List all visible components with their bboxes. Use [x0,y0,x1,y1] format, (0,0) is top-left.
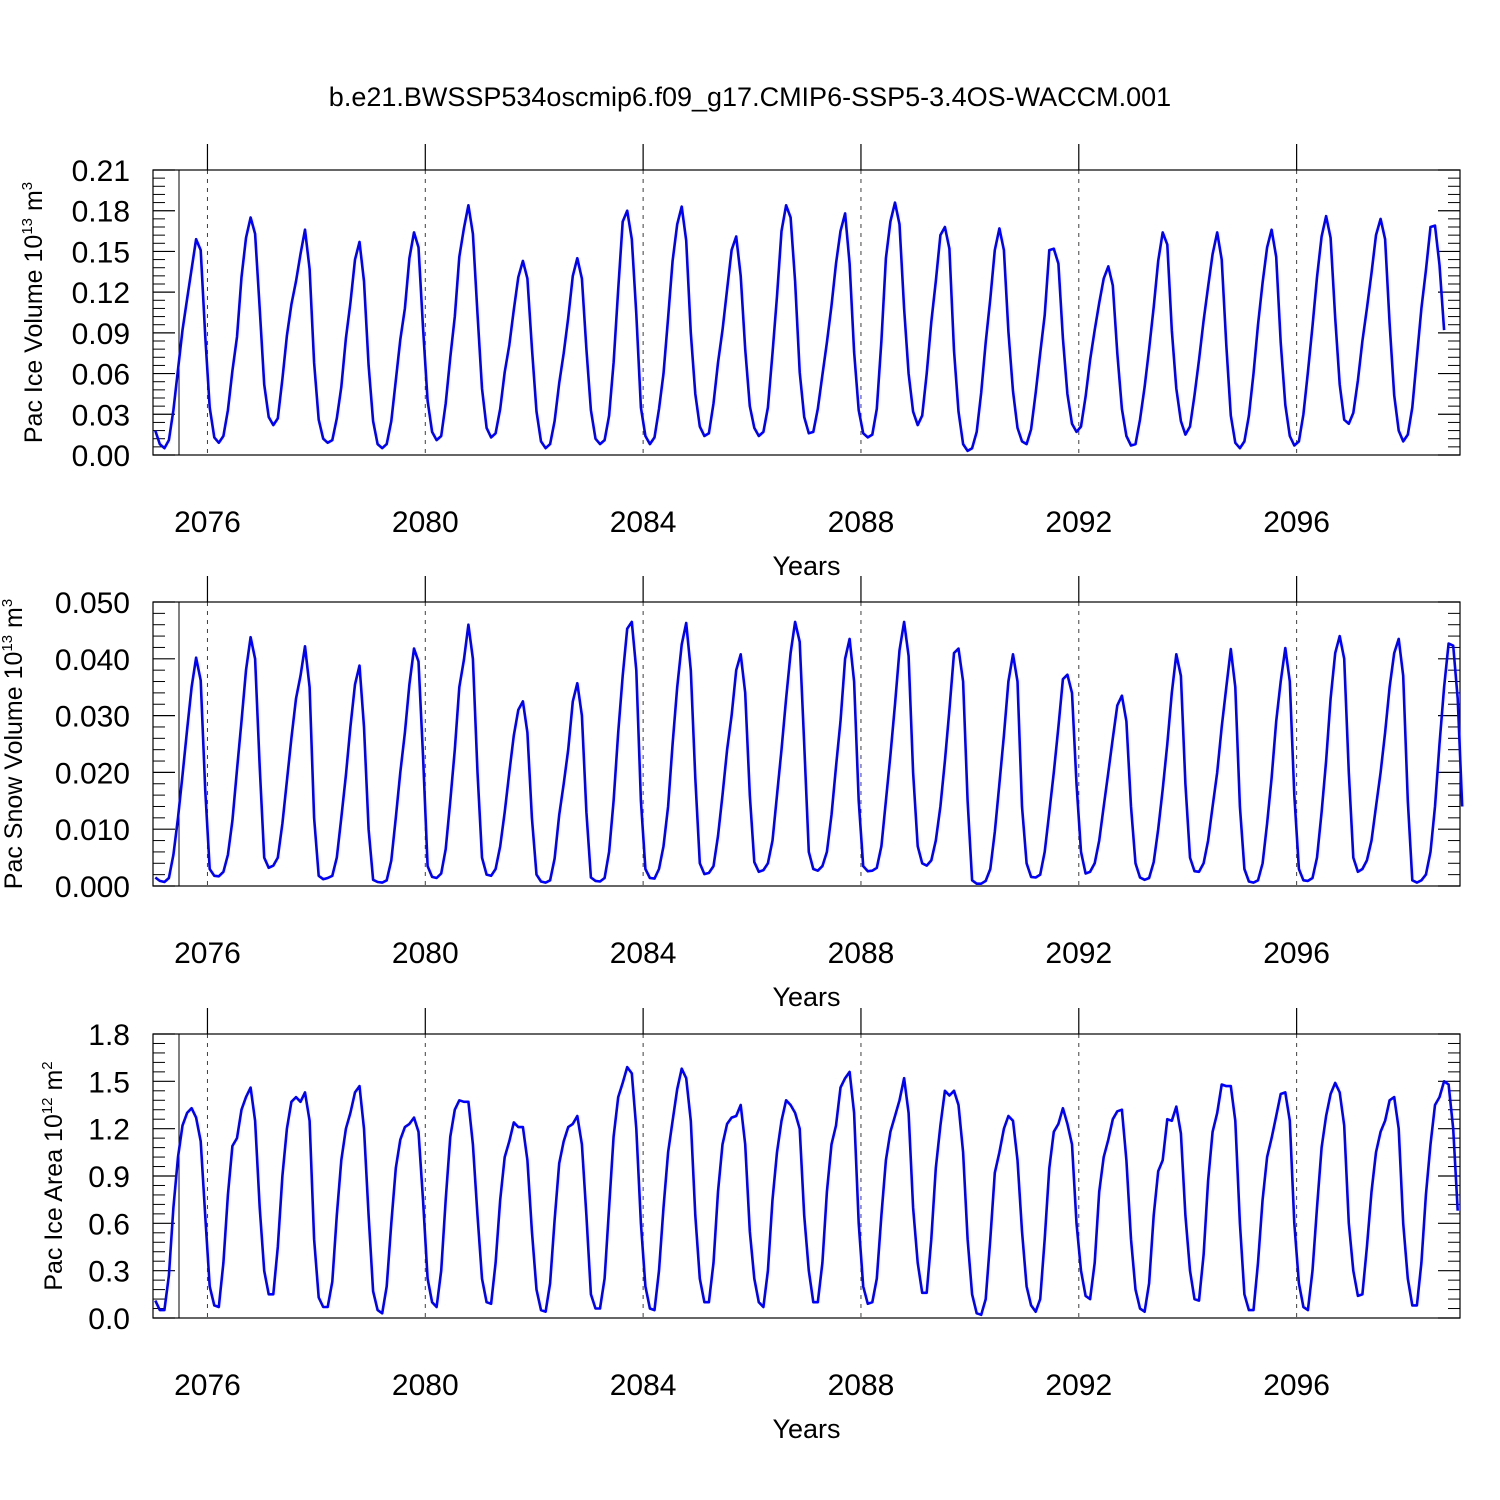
y-tick-label: 0.040 [55,644,130,677]
x-tick-label: 2096 [1263,937,1330,970]
x-axis-label: Years [772,982,840,1012]
x-tick-label: 2080 [392,937,459,970]
plot-frame [152,169,1461,456]
y-axis-label: Pac Snow Volume 1013 m3 [0,599,28,889]
y-tick-label: 0.09 [72,318,130,351]
x-tick-label: 2080 [392,506,459,539]
y-tick-label: 1.2 [88,1114,130,1147]
x-tick-label: 2088 [828,506,895,539]
x-tick-label: 2076 [174,1369,241,1402]
x-tick-label: 2088 [828,1369,895,1402]
chart-panel-1: 0.00 0.03 0.06 0.09 0.12 0.15 0.18 0.21 2076 2080… [19,144,1461,581]
x-axis-label: Years [772,551,840,581]
y-tick-label: 0.21 [72,155,130,188]
y-tick-label: 0.050 [55,587,130,620]
x-tick-label: 2096 [1263,506,1330,539]
y-tick-label: 0.6 [88,1208,130,1241]
y-tick-label: 1.5 [88,1066,130,1099]
x-axis-label: Years [772,1414,840,1444]
x-tick-label: 2076 [174,937,241,970]
x-tick-label: 2084 [610,1369,677,1402]
series-line [154,201,1446,453]
series-line [154,620,1464,886]
figure-title: b.e21.BWSSP534oscmip6.f09_g17.CMIP6-SSP5… [329,82,1171,112]
chart-panel-2: 0.000 0.010 0.020 0.030 0.040 0.050 2076 2080 20… [0,576,1464,1012]
y-axis-label: Pac Ice Volume 1013 m3 [19,182,48,443]
x-tick-label: 2088 [828,937,895,970]
x-tick-label: 2084 [610,937,677,970]
y-tick-label: 0.000 [55,871,130,904]
y-tick-label: 0.010 [55,814,130,847]
y-tick-label: 0.00 [72,440,130,473]
x-tick-label: 2092 [1045,1369,1112,1402]
y-tick-label: 0.06 [72,359,130,392]
chart-panel-3: 0.0 0.3 0.6 0.9 1.2 1.5 1.8 2076 2080 2084 2088 209… [39,1008,1461,1444]
x-tick-label: 2080 [392,1369,459,1402]
x-tick-label: 2096 [1263,1369,1330,1402]
y-tick-label: 0.12 [72,277,130,310]
y-tick-label: 0.030 [55,701,130,734]
y-tick-label: 0.3 [88,1256,130,1289]
x-tick-label: 2076 [174,506,241,539]
y-tick-label: 0.15 [72,236,130,269]
y-axis-label: Pac Ice Area 1012 m2 [39,1061,68,1290]
y-tick-label: 0.18 [72,196,130,229]
x-tick-label: 2092 [1045,506,1112,539]
x-tick-label: 2084 [610,506,677,539]
y-tick-label: 0.0 [88,1303,130,1336]
y-tick-label: 0.020 [55,757,130,790]
y-tick-label: 0.9 [88,1161,130,1194]
x-tick-label: 2092 [1045,937,1112,970]
chart-panels: 0.00 0.03 0.06 0.09 0.12 0.15 0.18 0.21 2076 2080… [0,144,1464,1444]
y-tick-label: 0.03 [72,399,130,432]
series-line [154,1065,1459,1317]
y-tick-label: 1.8 [88,1019,130,1052]
